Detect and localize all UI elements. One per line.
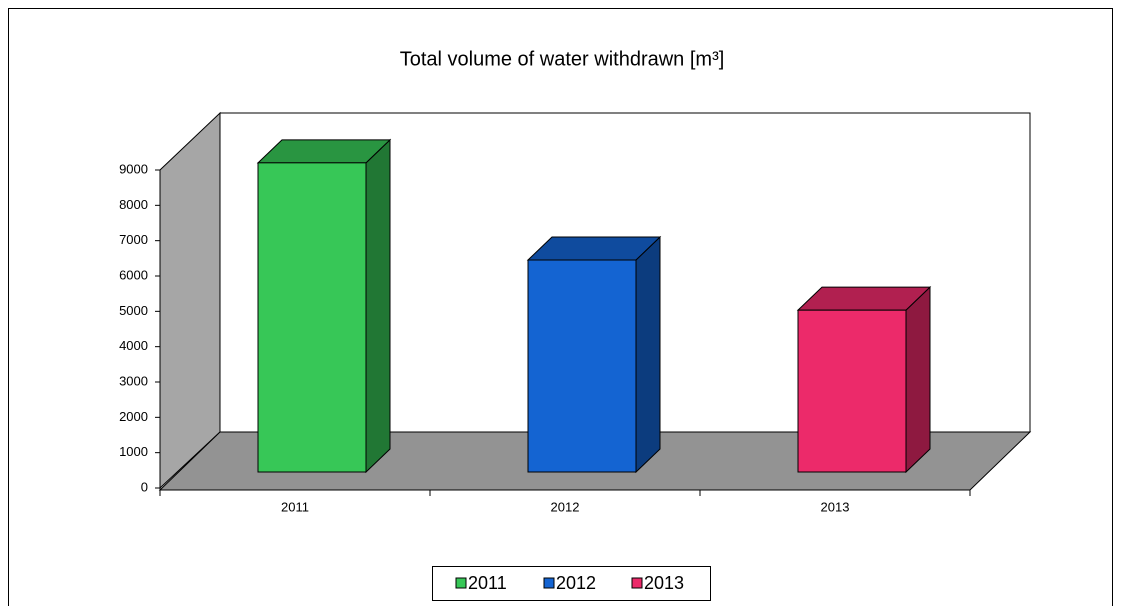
x-tick-label: 2012 <box>551 499 580 514</box>
legend-swatch <box>543 577 555 589</box>
legend <box>432 566 711 601</box>
y-tick-label: 2000 <box>119 409 148 424</box>
y-tick-label: 3000 <box>119 373 148 388</box>
bar-side <box>635 235 661 474</box>
x-tick-label: 2011 <box>281 499 309 514</box>
legend-label: 2012 <box>556 573 596 593</box>
legend-label: 2011 <box>468 573 507 593</box>
legend-swatch <box>455 577 467 589</box>
y-tick-label: 7000 <box>119 232 148 247</box>
y-tick-label: 4000 <box>119 338 148 353</box>
bar <box>527 259 637 473</box>
bar <box>257 162 367 473</box>
y-tick-label: 8000 <box>119 197 148 212</box>
y-tick-label: 1000 <box>119 444 148 459</box>
y-tick-label: 6000 <box>119 267 148 282</box>
bar-top <box>526 236 662 261</box>
bar-side <box>905 286 931 474</box>
legend-swatch <box>631 577 643 589</box>
bar <box>797 309 907 473</box>
legend-label: 2013 <box>644 573 684 593</box>
bar-top <box>256 139 392 164</box>
bar-top <box>796 286 932 311</box>
x-tick-label: 2013 <box>821 499 850 514</box>
side-wall <box>159 111 221 490</box>
y-tick-label: 0 <box>141 479 148 494</box>
y-tick-label: 9000 <box>119 161 148 176</box>
y-tick-label: 5000 <box>119 303 148 318</box>
chart-title: Total volume of water withdrawn [m³] <box>400 48 725 70</box>
bar-side <box>365 138 391 474</box>
